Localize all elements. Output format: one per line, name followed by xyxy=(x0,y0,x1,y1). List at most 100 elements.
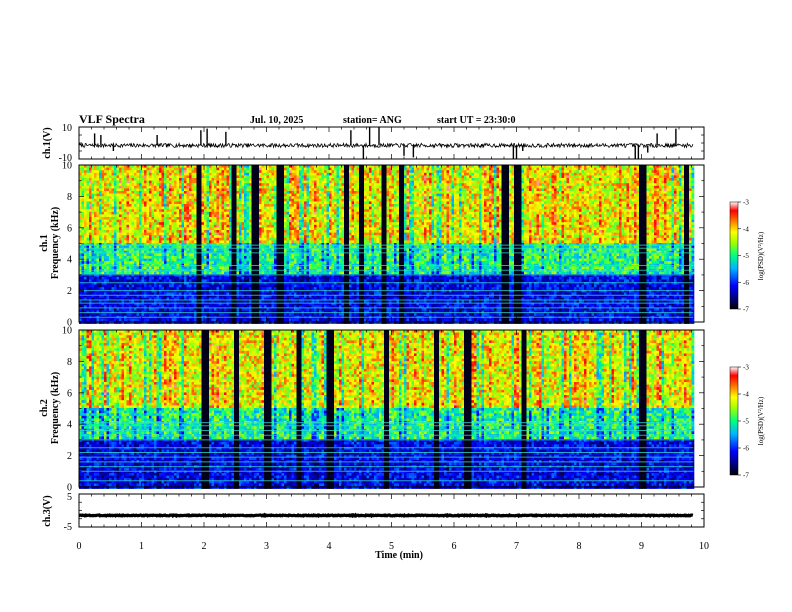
spectrogram-cell xyxy=(104,214,107,218)
spectrogram-cell xyxy=(136,318,140,322)
spectrogram-cell xyxy=(181,198,185,202)
spectrogram-cell xyxy=(271,310,275,314)
spectrogram-cell xyxy=(221,250,225,254)
spectrogram-cell xyxy=(254,206,257,210)
spectrogram-cell xyxy=(256,302,260,306)
spectrogram-cell xyxy=(211,300,215,304)
spectrogram-cell xyxy=(141,243,145,246)
spectrogram-cell xyxy=(96,206,100,210)
spectrogram-cell xyxy=(189,170,192,174)
spectrogram-cell xyxy=(136,292,140,296)
spectrogram-cell xyxy=(136,206,140,210)
spectrogram-cell xyxy=(139,274,142,278)
spectrogram-cell xyxy=(116,230,120,233)
spectrogram-cell xyxy=(221,287,225,291)
spectrogram-cell xyxy=(181,276,185,280)
spectrogram-cell xyxy=(266,188,270,192)
spectrogram-cell xyxy=(219,196,222,200)
spectrogram-cell xyxy=(201,219,205,223)
ch1-waveform-panel: 10 -10 ch.1(V) xyxy=(42,123,705,164)
spectrogram-cell xyxy=(204,266,207,270)
spectrogram-cell xyxy=(151,211,155,215)
spectrogram-cell xyxy=(96,297,100,301)
spectrogram-cell xyxy=(229,201,232,205)
spectrogram-cell xyxy=(84,211,87,215)
spectrogram-cell xyxy=(149,256,152,259)
spectrogram-cell xyxy=(271,308,275,311)
spectrogram-cell xyxy=(251,198,255,202)
spectrogram-cell xyxy=(146,178,150,181)
spectrogram-cell xyxy=(266,284,270,288)
spectrogram-cell xyxy=(91,198,95,202)
spectrogram-cell xyxy=(204,297,207,301)
spectrogram-cell xyxy=(116,310,120,314)
spectrogram-cell xyxy=(146,198,150,202)
spectrogram-cell xyxy=(126,175,130,179)
spectrogram-cell xyxy=(236,289,240,293)
spectrogram-cell xyxy=(216,214,220,218)
spectrogram-cell xyxy=(184,282,187,285)
spectrogram-cell xyxy=(226,258,230,262)
spectrogram-cell xyxy=(116,191,120,194)
spectrogram-cell xyxy=(211,180,215,184)
spectrogram-cell xyxy=(169,214,172,218)
spectrogram-cell xyxy=(151,196,155,200)
spectrogram-cell xyxy=(196,300,200,304)
spectrogram-cell xyxy=(166,237,170,241)
spectrogram-cell xyxy=(249,261,252,265)
spectrogram-cell xyxy=(276,170,280,174)
spectrogram-cell xyxy=(96,196,100,200)
spectrogram-cell xyxy=(116,243,120,246)
spectrogram-cell xyxy=(256,308,260,311)
spectrogram-cell xyxy=(91,175,95,179)
spectrogram-cell xyxy=(236,318,240,322)
spectrogram-cell xyxy=(126,243,130,246)
spectrogram-cell xyxy=(146,282,150,285)
spectrogram-cell xyxy=(174,279,177,283)
spectrogram-cell xyxy=(169,274,172,278)
spectrogram-cell xyxy=(204,302,207,306)
spectrogram-cell xyxy=(216,237,220,241)
spectrogram-cell xyxy=(141,282,145,285)
spectrogram-cell xyxy=(214,185,217,189)
spectrogram-cell xyxy=(164,287,167,291)
spectrogram-cell xyxy=(214,175,217,179)
spectrogram-cell xyxy=(99,230,102,233)
spectrogram-cell xyxy=(144,256,147,259)
spectrogram-cell xyxy=(131,219,135,223)
spectrogram-cell xyxy=(84,165,87,168)
spectrogram-cell xyxy=(136,232,140,236)
spectrogram-cell xyxy=(186,300,190,304)
spectrogram-cell xyxy=(131,188,135,192)
spectrogram-cell xyxy=(119,232,122,236)
spectrogram-cell xyxy=(144,266,147,270)
spectrogram-cell xyxy=(234,261,237,265)
spectrogram-cell xyxy=(106,196,110,200)
spectrogram-cell xyxy=(156,185,160,189)
spectrogram-cell xyxy=(259,313,262,317)
spectrogram-cell xyxy=(274,206,277,210)
spectrogram-cell xyxy=(186,193,190,197)
spectrogram-cell xyxy=(269,206,272,210)
spectrogram-cell xyxy=(111,219,115,223)
spectrogram-cell xyxy=(196,206,200,210)
spectrogram-cell xyxy=(166,276,170,280)
spectrogram-cell xyxy=(114,287,117,291)
spectrogram-cell xyxy=(104,227,107,231)
spectrogram-cell xyxy=(266,227,270,231)
spectrogram-cell xyxy=(224,193,227,197)
spectrogram-cell xyxy=(226,318,230,322)
spectrogram-cell xyxy=(269,224,272,228)
spectrogram-cell xyxy=(186,261,190,265)
spectrogram-cell xyxy=(179,235,182,239)
spectrogram-cell xyxy=(159,237,162,241)
spectrogram-cell xyxy=(226,198,230,202)
spectrogram-cell xyxy=(184,235,187,239)
spectrogram-cell xyxy=(86,175,90,179)
spectrogram-cell xyxy=(131,240,135,244)
spectrogram-cell xyxy=(204,178,207,181)
spectrogram-cell xyxy=(216,167,220,171)
spectrogram-cell xyxy=(106,183,110,187)
spectrogram-cell xyxy=(149,183,152,187)
spectrogram-cell xyxy=(131,258,135,262)
